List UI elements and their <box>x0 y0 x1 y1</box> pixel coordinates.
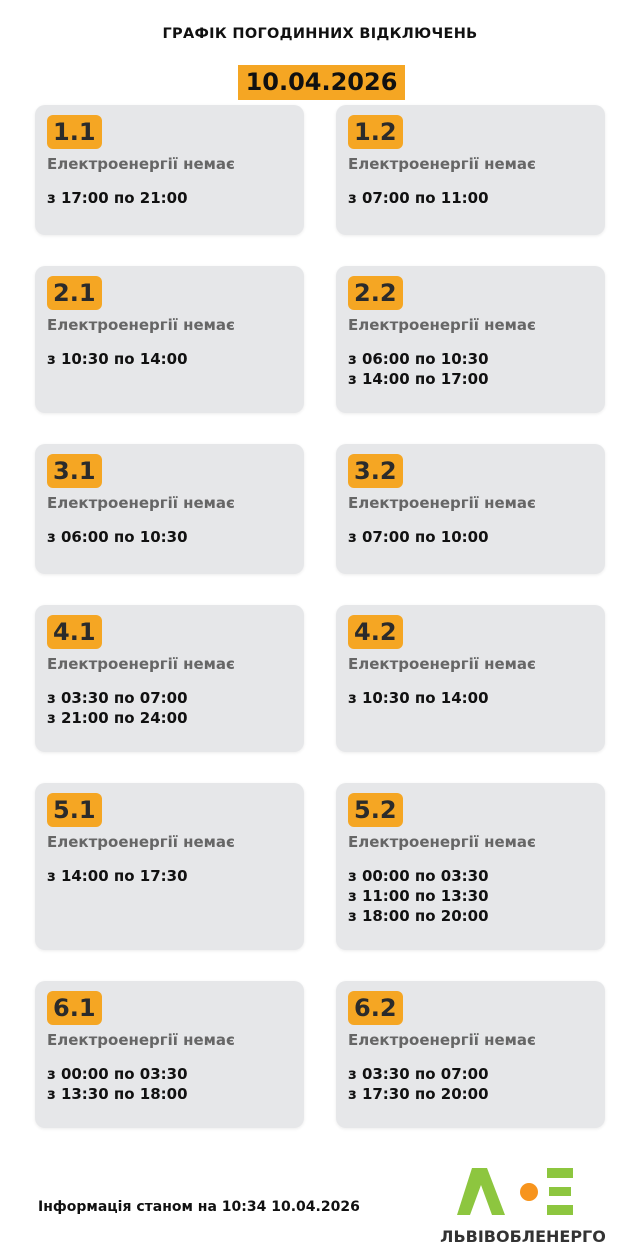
group-card: 1.1 Електроенергії немає з 17:00 по 21:0… <box>35 105 304 235</box>
group-badge: 5.2 <box>348 793 403 827</box>
group-badge: 6.1 <box>47 991 102 1025</box>
outage-times: з 14:00 по 17:30 <box>47 866 292 886</box>
outage-time: з 17:30 по 20:00 <box>348 1085 489 1103</box>
group-card: 3.1 Електроенергії немає з 06:00 по 10:3… <box>35 444 304 574</box>
schedule-date: 10.04.2026 <box>238 65 405 100</box>
outage-times: з 06:00 по 10:30 з 14:00 по 17:00 <box>348 349 593 389</box>
group-badge: 4.1 <box>47 615 102 649</box>
outage-times: з 06:00 по 10:30 <box>47 527 292 547</box>
status-text: Електроенергії немає <box>348 316 536 334</box>
status-text: Електроенергії немає <box>47 316 235 334</box>
group-badge: 2.1 <box>47 276 102 310</box>
group-card: 3.2 Електроенергії немає з 07:00 по 10:0… <box>336 444 605 574</box>
outage-time: з 18:00 по 20:00 <box>348 907 489 925</box>
outage-times: з 03:30 по 07:00 з 17:30 по 20:00 <box>348 1064 593 1104</box>
page-title: ГРАФІК ПОГОДИННИХ ВІДКЛЮЧЕНЬ <box>162 26 478 42</box>
group-card: 5.2 Електроенергії немає з 00:00 по 03:3… <box>336 783 605 950</box>
group-badge: 1.2 <box>348 115 403 149</box>
outage-time: з 10:30 по 14:00 <box>47 350 188 368</box>
outage-times: з 17:00 по 21:00 <box>47 188 292 208</box>
outage-time: з 03:30 по 07:00 <box>47 689 188 707</box>
outage-time: з 10:30 по 14:00 <box>348 689 489 707</box>
group-card: 2.2 Електроенергії немає з 06:00 по 10:3… <box>336 266 605 413</box>
status-text: Електроенергії немає <box>348 494 536 512</box>
group-card: 5.1 Електроенергії немає з 14:00 по 17:3… <box>35 783 304 950</box>
outage-time: з 13:30 по 18:00 <box>47 1085 188 1103</box>
status-text: Електроенергії немає <box>348 1031 536 1049</box>
group-card: 4.1 Електроенергії немає з 03:30 по 07:0… <box>35 605 304 752</box>
outage-times: з 10:30 по 14:00 <box>348 688 593 708</box>
outage-time: з 14:00 по 17:30 <box>47 867 188 885</box>
status-text: Електроенергії немає <box>47 155 235 173</box>
loe-logo-icon <box>457 1168 573 1215</box>
outage-time: з 06:00 по 10:30 <box>348 350 489 368</box>
outage-time: з 11:00 по 13:30 <box>348 887 489 905</box>
status-text: Електроенергії немає <box>348 155 536 173</box>
group-badge: 4.2 <box>348 615 403 649</box>
outage-time: з 14:00 по 17:00 <box>348 370 489 388</box>
status-text: Електроенергії немає <box>348 655 536 673</box>
groups-grid: 1.1 Електроенергії немає з 17:00 по 21:0… <box>35 105 605 1128</box>
outage-times: з 07:00 по 10:00 <box>348 527 593 547</box>
outage-times: з 07:00 по 11:00 <box>348 188 593 208</box>
group-badge: 3.1 <box>47 454 102 488</box>
outage-time: з 03:30 по 07:00 <box>348 1065 489 1083</box>
outage-times: з 03:30 по 07:00 з 21:00 по 24:00 <box>47 688 292 728</box>
outage-time: з 00:00 по 03:30 <box>47 1065 188 1083</box>
status-text: Електроенергії немає <box>47 494 235 512</box>
logo-text: ЛЬВІВОБЛЕНЕРГО <box>440 1227 606 1246</box>
group-card: 1.2 Електроенергії немає з 07:00 по 11:0… <box>336 105 605 235</box>
group-card: 2.1 Електроенергії немає з 10:30 по 14:0… <box>35 266 304 413</box>
group-card: 4.2 Електроенергії немає з 10:30 по 14:0… <box>336 605 605 752</box>
group-badge: 6.2 <box>348 991 403 1025</box>
outage-time: з 21:00 по 24:00 <box>47 709 188 727</box>
status-text: Електроенергії немає <box>47 833 235 851</box>
outage-times: з 00:00 по 03:30 з 13:30 по 18:00 <box>47 1064 292 1104</box>
outage-time: з 06:00 по 10:30 <box>47 528 188 546</box>
outage-time: з 17:00 по 21:00 <box>47 189 188 207</box>
group-badge: 1.1 <box>47 115 102 149</box>
outage-times: з 10:30 по 14:00 <box>47 349 292 369</box>
group-card: 6.1 Електроенергії немає з 00:00 по 03:3… <box>35 981 304 1128</box>
group-badge: 3.2 <box>348 454 403 488</box>
outage-time: з 00:00 по 03:30 <box>348 867 489 885</box>
status-text: Електроенергії немає <box>348 833 536 851</box>
group-badge: 2.2 <box>348 276 403 310</box>
outage-times: з 00:00 по 03:30 з 11:00 по 13:30 з 18:00 … <box>348 866 593 926</box>
group-card: 6.2 Електроенергії немає з 03:30 по 07:0… <box>336 981 605 1128</box>
outage-time: з 07:00 по 11:00 <box>348 189 489 207</box>
outage-time: з 07:00 по 10:00 <box>348 528 489 546</box>
status-text: Електроенергії немає <box>47 655 235 673</box>
info-timestamp: Інформація станом на 10:34 10.04.2026 <box>38 1199 360 1215</box>
status-text: Електроенергії немає <box>47 1031 235 1049</box>
group-badge: 5.1 <box>47 793 102 827</box>
